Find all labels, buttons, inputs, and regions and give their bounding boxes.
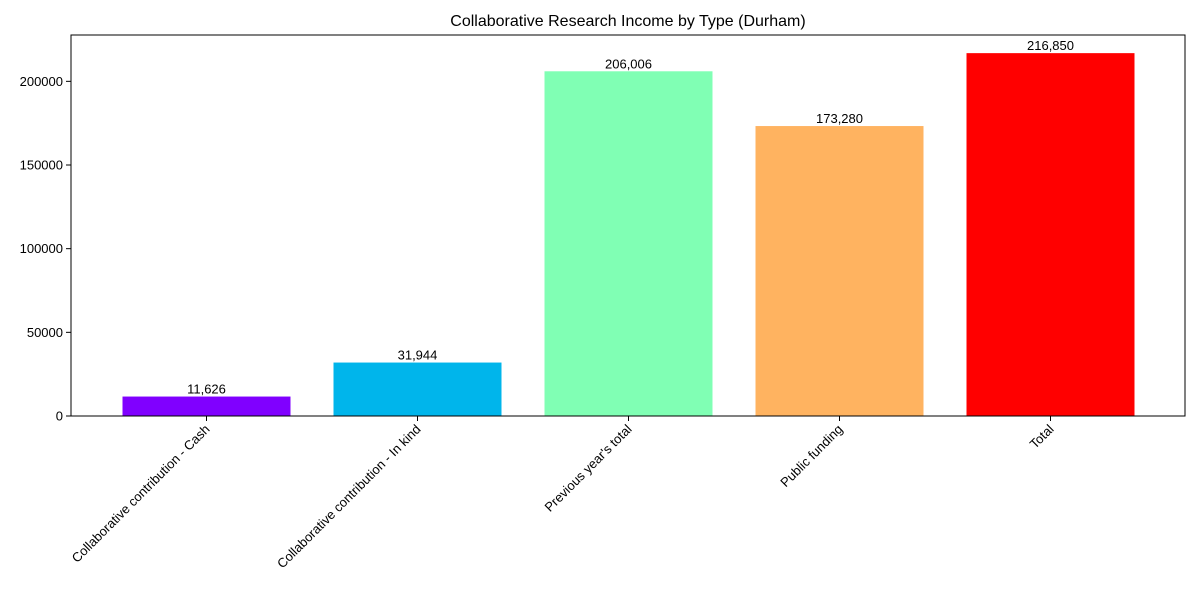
bar-3	[755, 126, 924, 416]
bar-2	[544, 71, 713, 416]
bars-group	[122, 53, 1135, 416]
data-labels-group: 11,626 31,944 206,006 173,280 216,850	[187, 38, 1074, 396]
y-tick-label: 50000	[27, 325, 63, 340]
bar-1	[333, 362, 502, 416]
bar-value-label: 31,944	[398, 348, 438, 363]
plot-frame	[70, 34, 1186, 417]
x-tick-label: Previous year's total	[542, 421, 635, 514]
x-axis: Collaborative contribution - Cash Collabo…	[69, 416, 1057, 571]
x-tick-label: Collaborative contribution - In kind	[274, 422, 424, 572]
y-tick-label: 150000	[20, 158, 63, 173]
bar-value-label: 11,626	[187, 382, 226, 397]
chart-title: Collaborative Research Income by Type (D…	[450, 13, 805, 30]
y-tick-label: 0	[56, 409, 63, 424]
bar-4	[966, 53, 1135, 416]
y-tick-label: 100000	[20, 241, 63, 256]
x-tick-label: Total	[1027, 421, 1057, 451]
bar-0	[122, 396, 291, 416]
y-tick-label: 200000	[20, 74, 63, 89]
bar-value-label: 173,280	[816, 111, 863, 126]
bar-value-label: 216,850	[1027, 38, 1074, 53]
x-tick-label: Collaborative contribution - Cash	[69, 422, 213, 566]
bar-value-label: 206,006	[605, 56, 652, 71]
x-tick-label: Public funding	[777, 422, 845, 490]
y-axis: 0 50000 100000 150000 200000	[20, 74, 71, 424]
